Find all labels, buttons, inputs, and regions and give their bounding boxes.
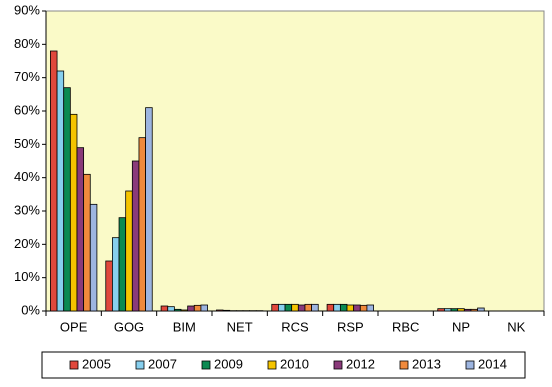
- bar: [353, 304, 361, 312]
- bar: [470, 308, 478, 312]
- bar: [277, 303, 286, 312]
- bar: [463, 308, 472, 312]
- legend-swatch: [399, 360, 409, 370]
- legend-box: [41, 351, 526, 379]
- x-tick-label: OPE: [60, 319, 88, 334]
- bar: [131, 160, 140, 312]
- y-tick-label: 70%: [14, 69, 40, 84]
- bar: [437, 308, 445, 312]
- bar: [187, 305, 195, 312]
- legend-label: 2009: [214, 356, 243, 371]
- bar: [450, 308, 459, 312]
- bar: [50, 50, 58, 312]
- legend-swatch: [69, 360, 79, 370]
- bar: [89, 203, 98, 312]
- legend-swatch: [465, 360, 475, 370]
- bar: [326, 303, 335, 312]
- bar: [167, 306, 175, 312]
- bar: [304, 303, 312, 312]
- legend-label: 2012: [346, 356, 375, 371]
- bar: [222, 309, 231, 312]
- x-tick-label: RCS: [281, 319, 309, 334]
- bar: [112, 237, 120, 312]
- bar: [346, 304, 355, 312]
- bar: [69, 113, 78, 312]
- y-tick-label: 10%: [14, 269, 40, 284]
- bar: [457, 308, 465, 312]
- bar: [193, 304, 202, 312]
- x-tick-label: GOG: [114, 319, 144, 334]
- bar: [477, 307, 485, 312]
- x-tick-label: BIM: [173, 319, 196, 334]
- legend-swatch: [267, 360, 277, 370]
- bar: [311, 303, 319, 312]
- bar: [76, 147, 85, 312]
- legend-swatch: [135, 360, 145, 370]
- bar: [56, 70, 65, 312]
- y-tick-label: 60%: [14, 102, 40, 117]
- legend-label: 2007: [148, 356, 177, 371]
- legend-label: 2013: [412, 356, 441, 371]
- x-tick-label: RSP: [337, 319, 364, 334]
- bar: [216, 309, 224, 312]
- bar: [333, 303, 341, 312]
- y-tick-label: 80%: [14, 36, 40, 51]
- bar: [125, 190, 133, 312]
- y-tick-label: 90%: [14, 2, 40, 17]
- y-tick-label: 40%: [14, 169, 40, 184]
- bar: [359, 304, 368, 312]
- bar: [138, 137, 147, 312]
- legend-swatch: [333, 360, 343, 370]
- legend-swatch: [201, 360, 211, 370]
- bar: [297, 304, 306, 312]
- legend-label: 2010: [280, 356, 309, 371]
- x-tick-label: NET: [227, 319, 253, 334]
- bar: [118, 217, 127, 312]
- bar: [284, 303, 293, 312]
- bar: [271, 303, 279, 312]
- bar: [200, 304, 208, 312]
- bar: [339, 303, 348, 312]
- x-tick-label: NP: [452, 319, 470, 334]
- bar: [173, 308, 182, 312]
- bar: [366, 304, 374, 312]
- bar: [180, 309, 189, 312]
- x-tick-label: RBC: [392, 319, 419, 334]
- y-tick-label: 0%: [21, 302, 40, 317]
- x-tick-label: NK: [507, 319, 525, 334]
- bar: [63, 87, 71, 312]
- y-tick-label: 20%: [14, 236, 40, 251]
- y-tick-label: 50%: [14, 136, 40, 151]
- legend-label: 2014: [478, 356, 507, 371]
- bar: [443, 308, 452, 312]
- bar: [105, 260, 113, 312]
- legend-label: 2005: [82, 356, 111, 371]
- bar: [145, 107, 153, 312]
- bar: [291, 303, 299, 312]
- bar: [83, 173, 91, 312]
- bar: [160, 305, 169, 312]
- y-tick-label: 30%: [14, 202, 40, 217]
